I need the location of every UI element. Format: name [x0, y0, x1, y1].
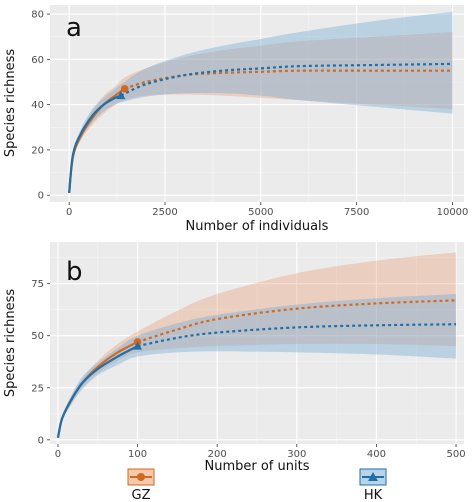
series-line-hk-extrapolated	[120, 62, 453, 97]
panel-b-series-lines	[56, 299, 457, 438]
x-tick-label: 400	[367, 449, 386, 460]
legend-item-hk: HK	[359, 468, 387, 502]
panel-b: 0 100 200 300 400 500 0 25 50 75 b Number of unit…	[3, 242, 466, 474]
x-tick-label: 5000	[248, 207, 273, 218]
x-tick-label: 0	[55, 449, 61, 460]
y-tick-label: 20	[31, 145, 44, 156]
y-tick-label: 80	[31, 10, 44, 21]
ci-band-hk	[69, 11, 453, 193]
point-marker-gz	[120, 84, 129, 93]
panel-a-ci-bands	[69, 11, 453, 193]
ci-band-hk	[57, 294, 457, 438]
panel-a-grid	[50, 5, 464, 202]
legend-gz-marker	[137, 473, 145, 481]
x-tick-label: 7500	[344, 207, 369, 218]
panel-a-ticks: 0 2500 5000 7500 10000 0 20 40 60 80	[31, 10, 468, 218]
x-tick-label: 0	[66, 207, 72, 218]
panel-b-grid	[50, 242, 464, 444]
series-line-hk-extrapolated	[137, 323, 457, 348]
series-line-hk-observed	[56, 345, 139, 438]
panel-b-ylabel: Species richness	[3, 289, 18, 398]
panel-a-letter: a	[66, 13, 82, 43]
legend-hk-marker	[368, 472, 378, 481]
y-tick-label: 40	[31, 100, 44, 111]
ci-band-gz	[69, 32, 453, 193]
y-tick-label: 25	[31, 383, 44, 394]
series-line-gz-extrapolated	[124, 69, 453, 90]
panel-a-series-lines	[68, 62, 453, 194]
panel-a: 0 2500 5000 7500 10000 0 20 40 60 80 a Number of …	[3, 5, 468, 234]
legend: GZ HK	[127, 468, 387, 502]
ci-band-gz	[57, 252, 457, 438]
series-line-hk-observed	[68, 94, 122, 194]
legend-hk-label: HK	[364, 488, 383, 502]
panel-b-xlabel: Number of units	[205, 459, 310, 474]
x-tick-label: 100	[128, 449, 147, 460]
panel-a-xlabel: Number of individuals	[186, 219, 329, 234]
x-tick-label: 200	[208, 449, 227, 460]
point-marker-hk	[116, 91, 126, 100]
x-tick-label: 500	[446, 449, 465, 460]
x-tick-label: 10000	[437, 207, 469, 218]
x-tick-label: 300	[287, 449, 306, 460]
y-tick-label: 0	[38, 435, 44, 446]
panel-b-letter: b	[66, 257, 83, 287]
legend-gz-label: GZ	[132, 488, 151, 502]
y-tick-label: 75	[31, 279, 44, 290]
series-line-gz-extrapolated	[137, 299, 457, 344]
panel-a-plot-area	[50, 5, 464, 202]
y-tick-label: 0	[38, 191, 44, 202]
x-tick-label: 2500	[152, 207, 177, 218]
y-tick-label: 60	[31, 55, 44, 66]
panel-b-ticks: 0 100 200 300 400 500 0 25 50 75	[31, 279, 465, 460]
panel-b-ci-bands	[57, 252, 457, 438]
panel-a-ylabel: Species richness	[3, 49, 18, 158]
y-tick-label: 50	[31, 331, 44, 342]
point-marker-hk	[133, 341, 143, 350]
legend-item-gz: GZ	[127, 468, 155, 502]
